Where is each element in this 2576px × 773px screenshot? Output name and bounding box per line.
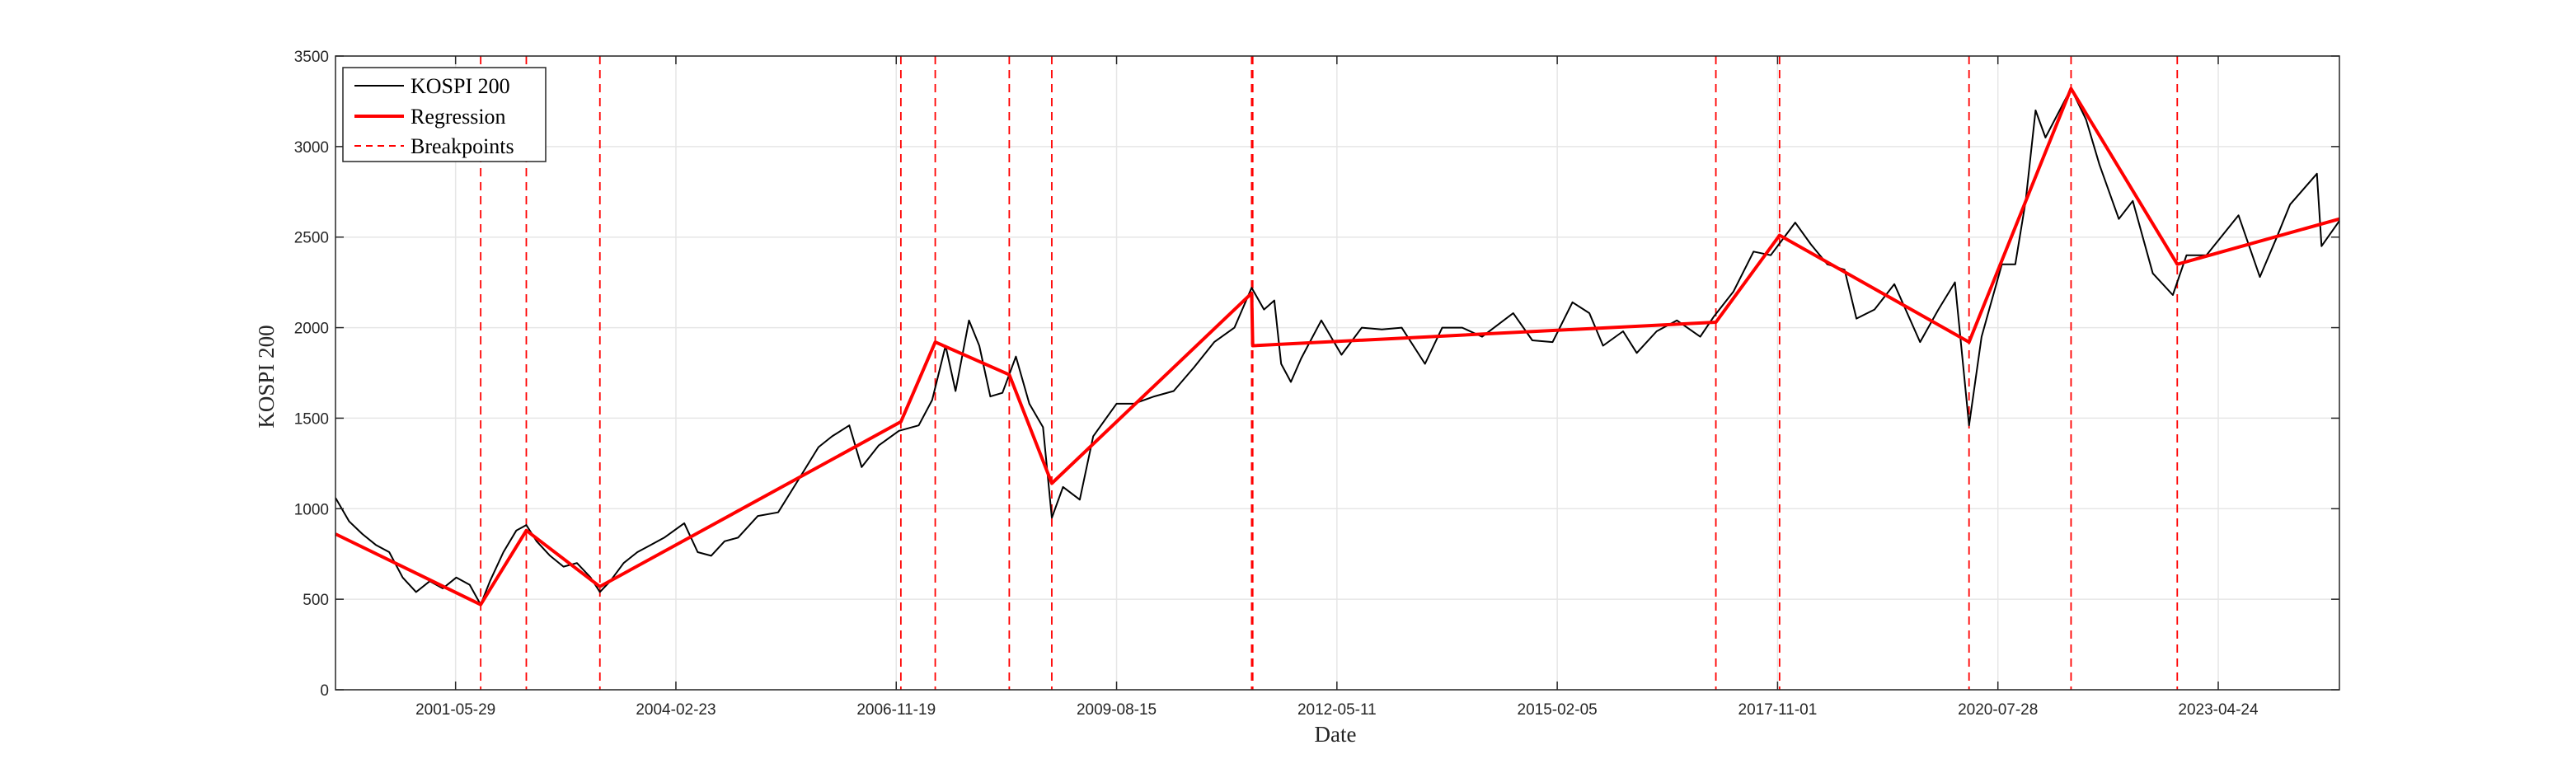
x-tick-label: 2009-08-15 [1077,701,1157,719]
regression-line [335,87,2340,607]
axes: 0 500 1000 1500 2000 2500 3000 3500 2001-05-29 20… [294,49,2340,719]
grid-lines [335,55,2339,691]
x-tick-label: 2017-11-01 [1738,701,1818,719]
y-axis-title: KOSPI 200 [254,325,279,428]
y-tick-label: 500 [303,592,329,609]
y-tick-label: 1000 [294,501,329,518]
x-tick-label: 2015-02-05 [1518,701,1598,719]
y-tick-label: 3000 [294,139,329,157]
legend-label-breakpoints: Breakpoints [411,134,514,158]
x-tick-label: 2004-02-23 [636,701,716,719]
y-tick-label: 2000 [294,321,329,338]
y-tick-label: 1500 [294,410,329,428]
kospi-200-line [335,87,2340,606]
legend-label-regression: Regression [411,105,506,129]
x-tick-label: 2012-05-11 [1297,701,1377,719]
legend-label-kospi: KOSPI 200 [411,74,510,98]
legend: KOSPI 200 Regression Breakpoints [342,67,547,162]
x-tick-label: 2020-07-28 [1958,701,2038,719]
x-axis-title: Date [1315,722,1357,747]
y-tick-label: 3500 [294,49,329,66]
x-tick-label: 2023-04-24 [2178,701,2259,719]
x-tick-label: 2001-05-29 [415,701,495,719]
y-tick-label: 2500 [294,230,329,247]
x-tick-label: 2006-11-19 [856,701,936,719]
y-tick-label: 0 [320,682,329,700]
